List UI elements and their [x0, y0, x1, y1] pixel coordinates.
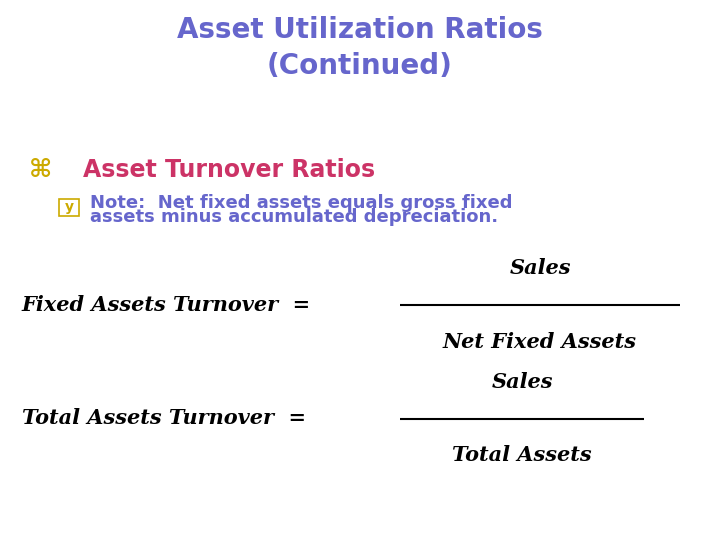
Text: Total Assets Turnover  =: Total Assets Turnover = [22, 408, 305, 429]
Text: Fixed Assets Turnover  =: Fixed Assets Turnover = [22, 295, 311, 315]
Text: ⌘: ⌘ [29, 158, 52, 182]
Text: Asset Utilization Ratios
(Continued): Asset Utilization Ratios (Continued) [177, 16, 543, 80]
Text: Asset Turnover Ratios: Asset Turnover Ratios [83, 158, 375, 182]
Bar [59, 199, 79, 216]
Text: Sales: Sales [491, 372, 553, 392]
Text: y: y [65, 200, 73, 214]
Text: Sales: Sales [509, 258, 571, 279]
Text: assets minus accumulated depreciation.: assets minus accumulated depreciation. [90, 208, 498, 226]
Text: Note:  Net fixed assets equals gross fixed: Note: Net fixed assets equals gross fixe… [90, 193, 513, 212]
Text: Total Assets: Total Assets [452, 445, 592, 465]
Text: Net Fixed Assets: Net Fixed Assets [443, 332, 637, 352]
